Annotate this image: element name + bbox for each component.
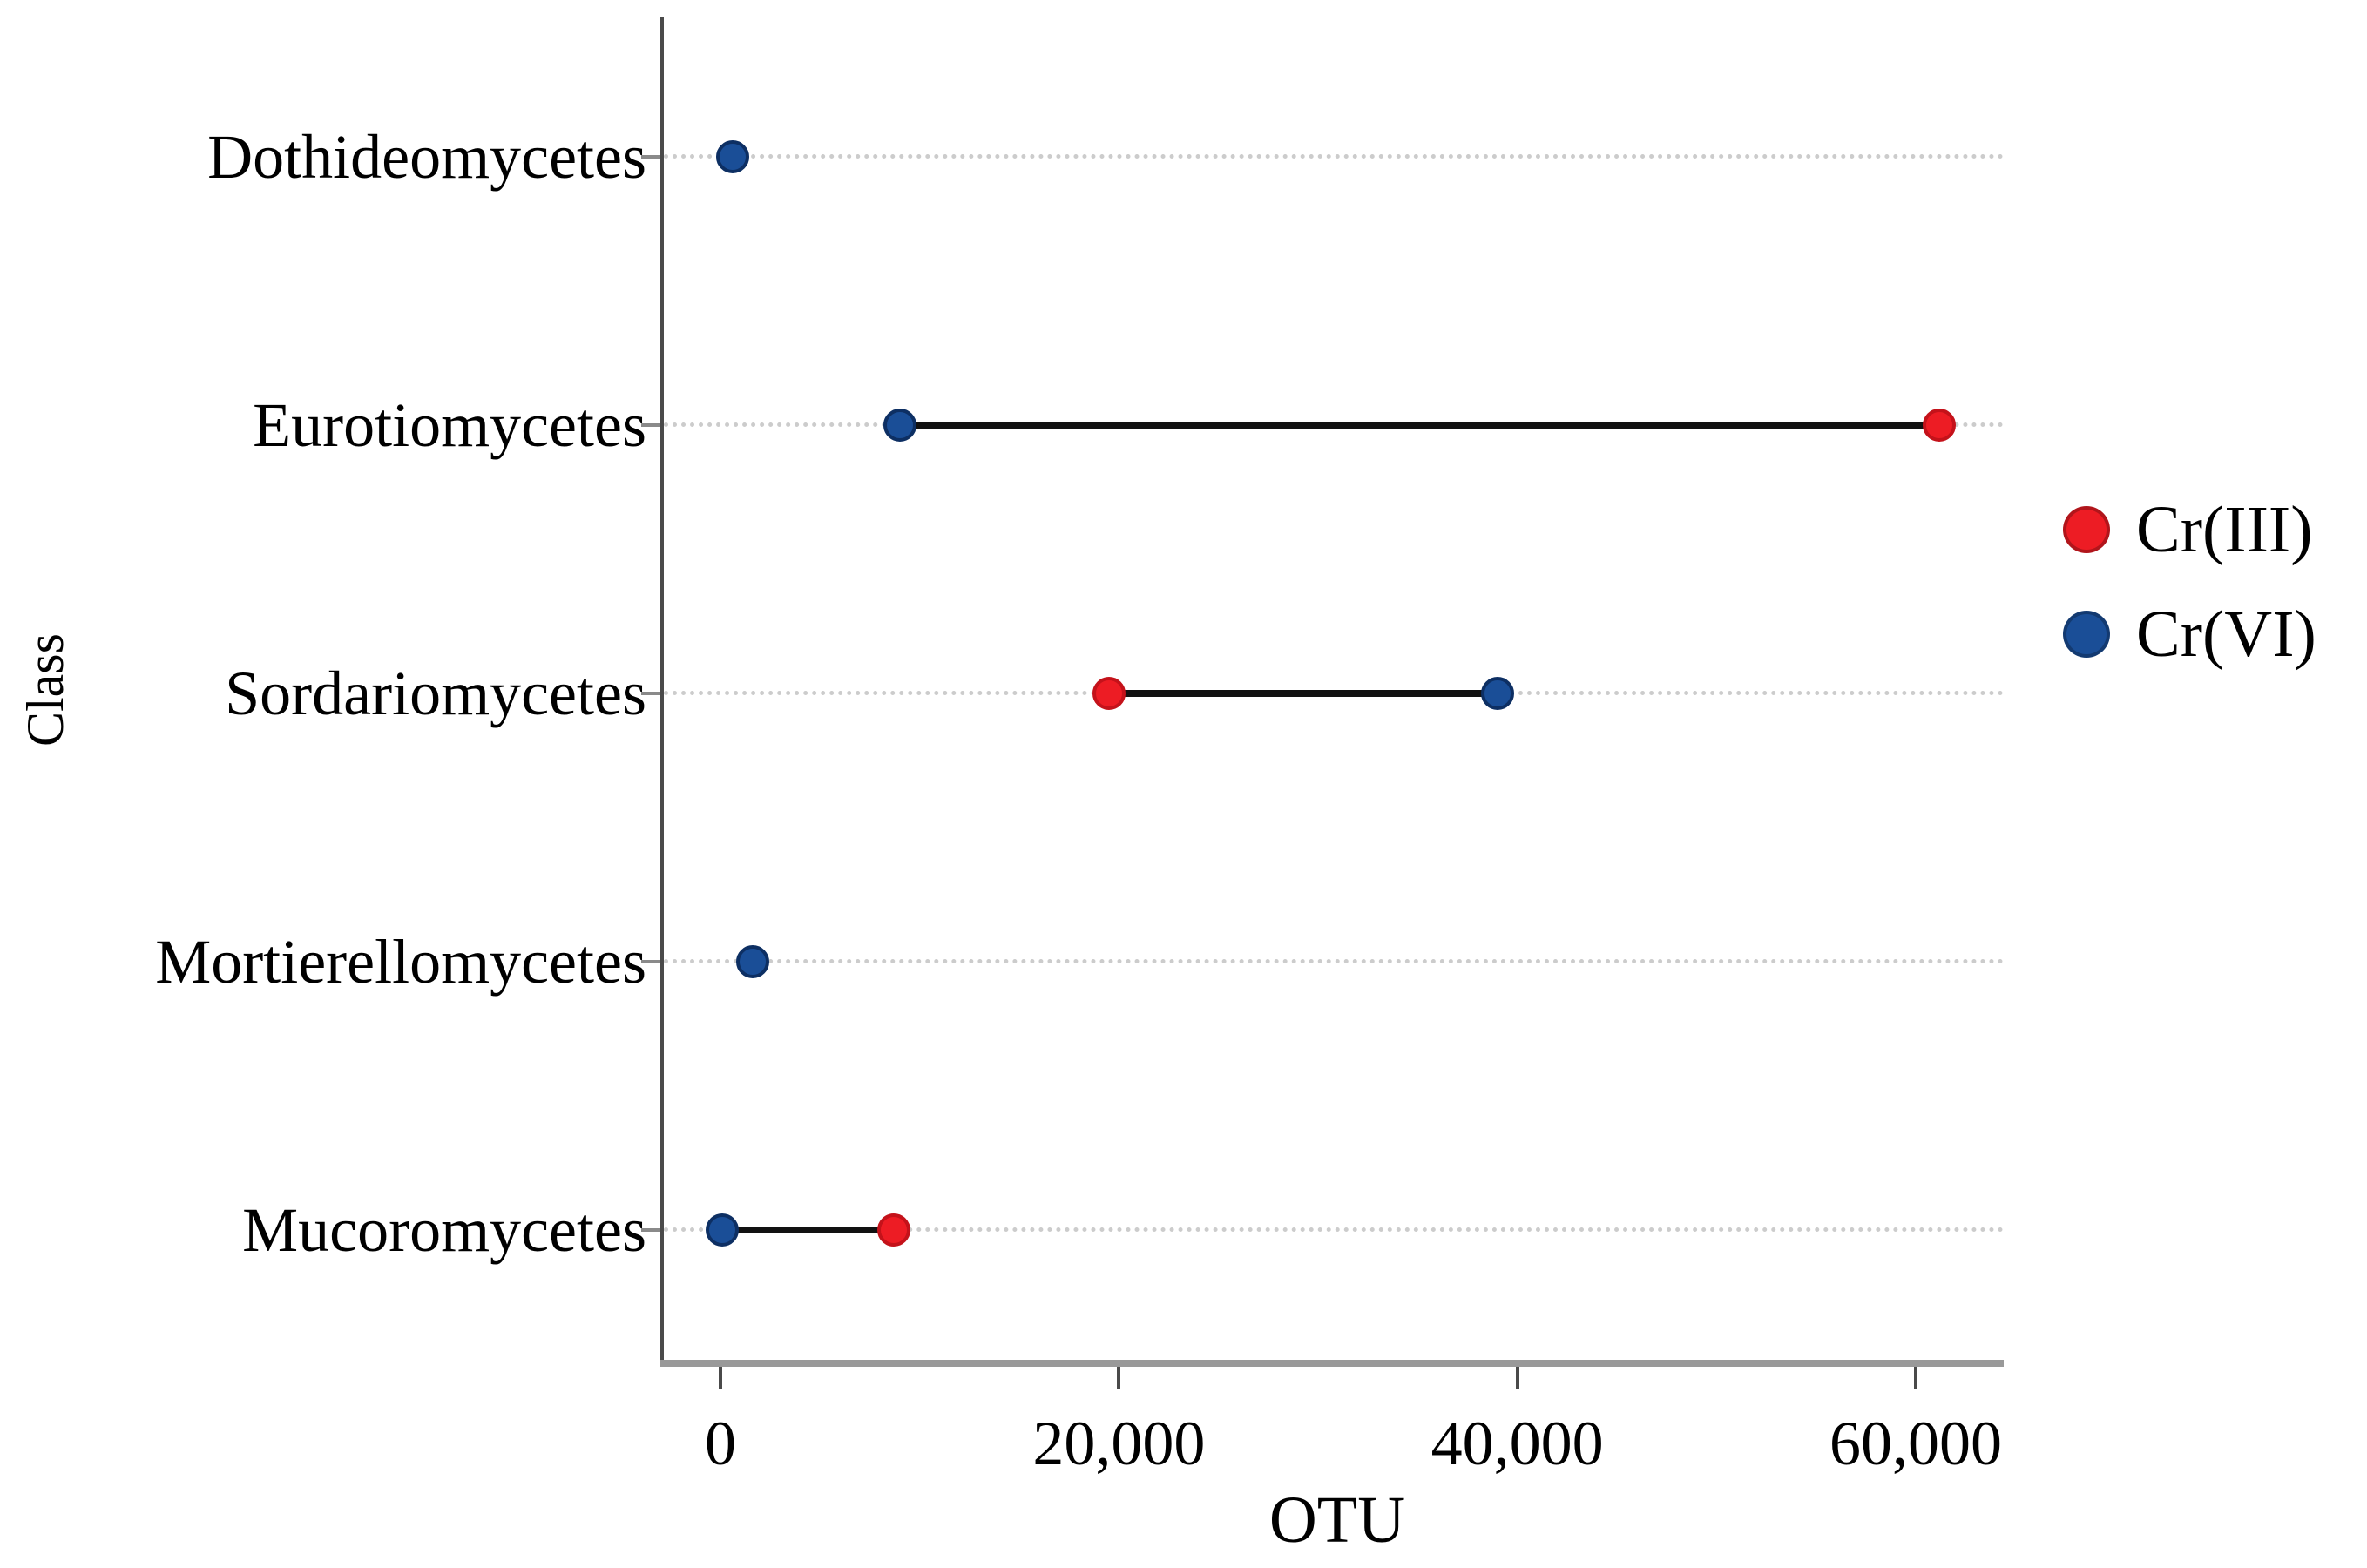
gridline xyxy=(664,1227,2004,1232)
legend-item-cr-vi: Cr(VI) xyxy=(2063,595,2316,673)
data-point-cr-vi-mucoromycetes xyxy=(706,1213,740,1247)
category-label-dothideomycetes: Dothideomycetes xyxy=(207,122,646,192)
legend-marker-dot-icon xyxy=(2063,611,2110,658)
y-axis-tick xyxy=(641,960,660,963)
x-axis-title: OTU xyxy=(1268,1484,1406,1557)
connector-eurotiomycetes xyxy=(899,422,1940,429)
y-axis-line xyxy=(660,17,664,1363)
x-axis-line xyxy=(660,1360,2004,1367)
y-axis-tick xyxy=(641,1228,660,1232)
legend-marker-dot-icon xyxy=(2063,506,2110,553)
y-axis-tick xyxy=(641,155,660,159)
gridline xyxy=(664,959,2004,963)
category-label-sordariomycetes: Sordariomycetes xyxy=(225,659,646,728)
y-axis-tick xyxy=(641,692,660,695)
data-point-cr-vi-eurotiomycetes xyxy=(883,409,916,442)
data-point-cr-iii-mucoromycetes xyxy=(876,1213,910,1247)
category-label-eurotiomycetes: Eurotiomycetes xyxy=(253,390,646,460)
connector-mucoromycetes xyxy=(722,1227,894,1233)
data-point-cr-iii-eurotiomycetes xyxy=(1923,409,1957,442)
category-label-mucoromycetes: Mucoromycetes xyxy=(242,1195,646,1265)
x-axis-tick xyxy=(1117,1367,1121,1389)
x-tick-label-20-000: 20,000 xyxy=(1032,1409,1206,1478)
y-axis-tick xyxy=(641,423,660,427)
x-tick-label-40-000: 40,000 xyxy=(1430,1409,1604,1478)
gridline xyxy=(664,154,2004,159)
x-axis-tick xyxy=(1515,1367,1519,1389)
x-axis-tick xyxy=(1914,1367,1917,1389)
data-point-cr-vi-mortierellomycetes xyxy=(735,945,769,978)
data-point-cr-vi-sordariomycetes xyxy=(1480,677,1514,710)
x-axis-tick xyxy=(719,1367,722,1389)
y-axis-title: Class xyxy=(17,632,74,747)
legend-label: Cr(VI) xyxy=(2136,598,2316,671)
x-tick-label-0: 0 xyxy=(705,1409,736,1478)
connector-sordariomycetes xyxy=(1108,690,1498,697)
legend-item-cr-iii: Cr(III) xyxy=(2063,490,2313,569)
data-point-cr-iii-sordariomycetes xyxy=(1092,677,1126,710)
x-tick-label-60-000: 60,000 xyxy=(1829,1409,2002,1478)
category-label-mortierellomycetes: Mortierellomycetes xyxy=(155,927,646,997)
data-point-cr-vi-dothideomycetes xyxy=(715,140,749,173)
legend-label: Cr(III) xyxy=(2136,493,2313,566)
